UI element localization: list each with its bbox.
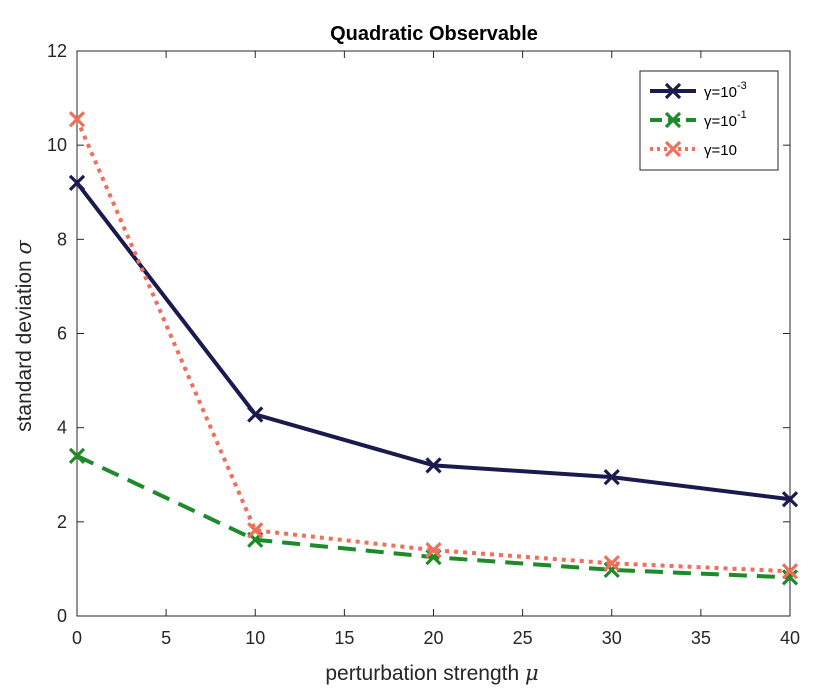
y-axis-label-symbol: σ — [12, 239, 36, 254]
y-tick-label: 6 — [57, 324, 67, 344]
x-tick-label: 15 — [334, 628, 354, 648]
y-tick-label: 0 — [57, 606, 67, 626]
data-point-marker — [425, 541, 442, 559]
legend-label: γ=10-3 — [704, 80, 747, 101]
data-point-marker — [781, 569, 799, 586]
y-tick-label: 10 — [47, 135, 67, 155]
series-layer — [68, 111, 799, 586]
legend-entry: γ=10 — [650, 140, 737, 159]
legend-entry: γ=10-1 — [650, 109, 747, 130]
x-tick-label: 20 — [423, 628, 443, 648]
data-point-marker — [68, 447, 86, 465]
y-tick-label: 2 — [57, 512, 67, 532]
data-point-marker — [68, 111, 86, 128]
legend-marker — [664, 140, 682, 158]
data-point-marker — [247, 522, 264, 539]
legend-label: γ=10 — [704, 142, 737, 159]
data-point-marker — [247, 406, 264, 423]
x-axis: 0 5 10 15 20 25 30 35 40 — [72, 51, 800, 648]
x-tick-label: 25 — [513, 628, 533, 648]
data-point-marker — [603, 468, 620, 486]
y-axis: 0 2 4 6 8 10 12 — [47, 41, 790, 626]
series-1 — [68, 447, 799, 586]
y-axis-label: standard deviation σ — [12, 239, 36, 431]
y-axis-label-text: standard deviation — [13, 260, 36, 432]
x-tick-label: 5 — [161, 628, 171, 648]
x-axis-label: perturbation strength μ — [325, 661, 538, 685]
legend-marker — [664, 111, 682, 129]
data-point-marker — [603, 555, 620, 572]
data-point-marker — [68, 174, 86, 191]
x-tick-label: 35 — [691, 628, 711, 648]
legend-marker — [664, 82, 682, 100]
data-point-marker — [781, 491, 799, 508]
series-line — [75, 118, 791, 574]
x-axis-label-symbol: μ — [525, 661, 539, 685]
data-point-marker — [781, 563, 799, 580]
data-point-marker — [425, 457, 442, 474]
y-tick-label: 4 — [57, 418, 67, 438]
data-point-marker — [425, 549, 442, 566]
legend-entry: γ=10-3 — [650, 80, 747, 101]
x-tick-label: 40 — [780, 628, 800, 648]
x-tick-label: 30 — [602, 628, 622, 648]
series-0 — [68, 174, 799, 508]
y-tick-label: 12 — [47, 41, 67, 61]
legend-label: γ=10-1 — [704, 109, 747, 130]
x-axis-label-text: perturbation strength — [325, 662, 519, 685]
series-2 — [68, 111, 799, 580]
chart-title: Quadratic Observable — [330, 23, 538, 45]
y-tick-label: 8 — [57, 229, 67, 249]
x-tick-label: 0 — [72, 628, 82, 648]
legend-box — [639, 70, 779, 171]
legend: γ=10-3 γ=10-1 γ=10 — [639, 70, 779, 171]
x-tick-label: 10 — [245, 628, 265, 648]
